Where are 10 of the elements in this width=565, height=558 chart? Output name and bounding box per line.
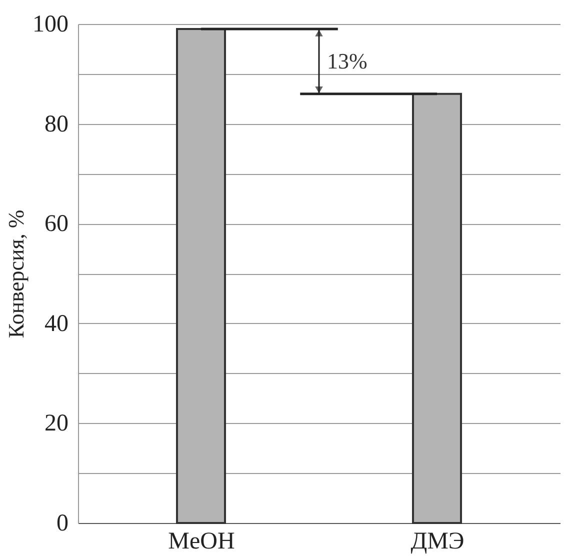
y-tick-label: 20 [44,410,68,437]
annotation: 13% [327,48,368,74]
y-tick-label: 40 [44,310,68,337]
x-tick-label: MeOH [168,528,235,554]
x-tick-label: ДМЭ [410,528,464,554]
y-tick-label: 80 [44,111,68,138]
y-axis-title: Конверсия, % [4,210,28,338]
y-tick-label: 60 [44,211,68,238]
y-tick-label: 0 [56,510,68,536]
y-tick-label: 100 [32,12,68,38]
